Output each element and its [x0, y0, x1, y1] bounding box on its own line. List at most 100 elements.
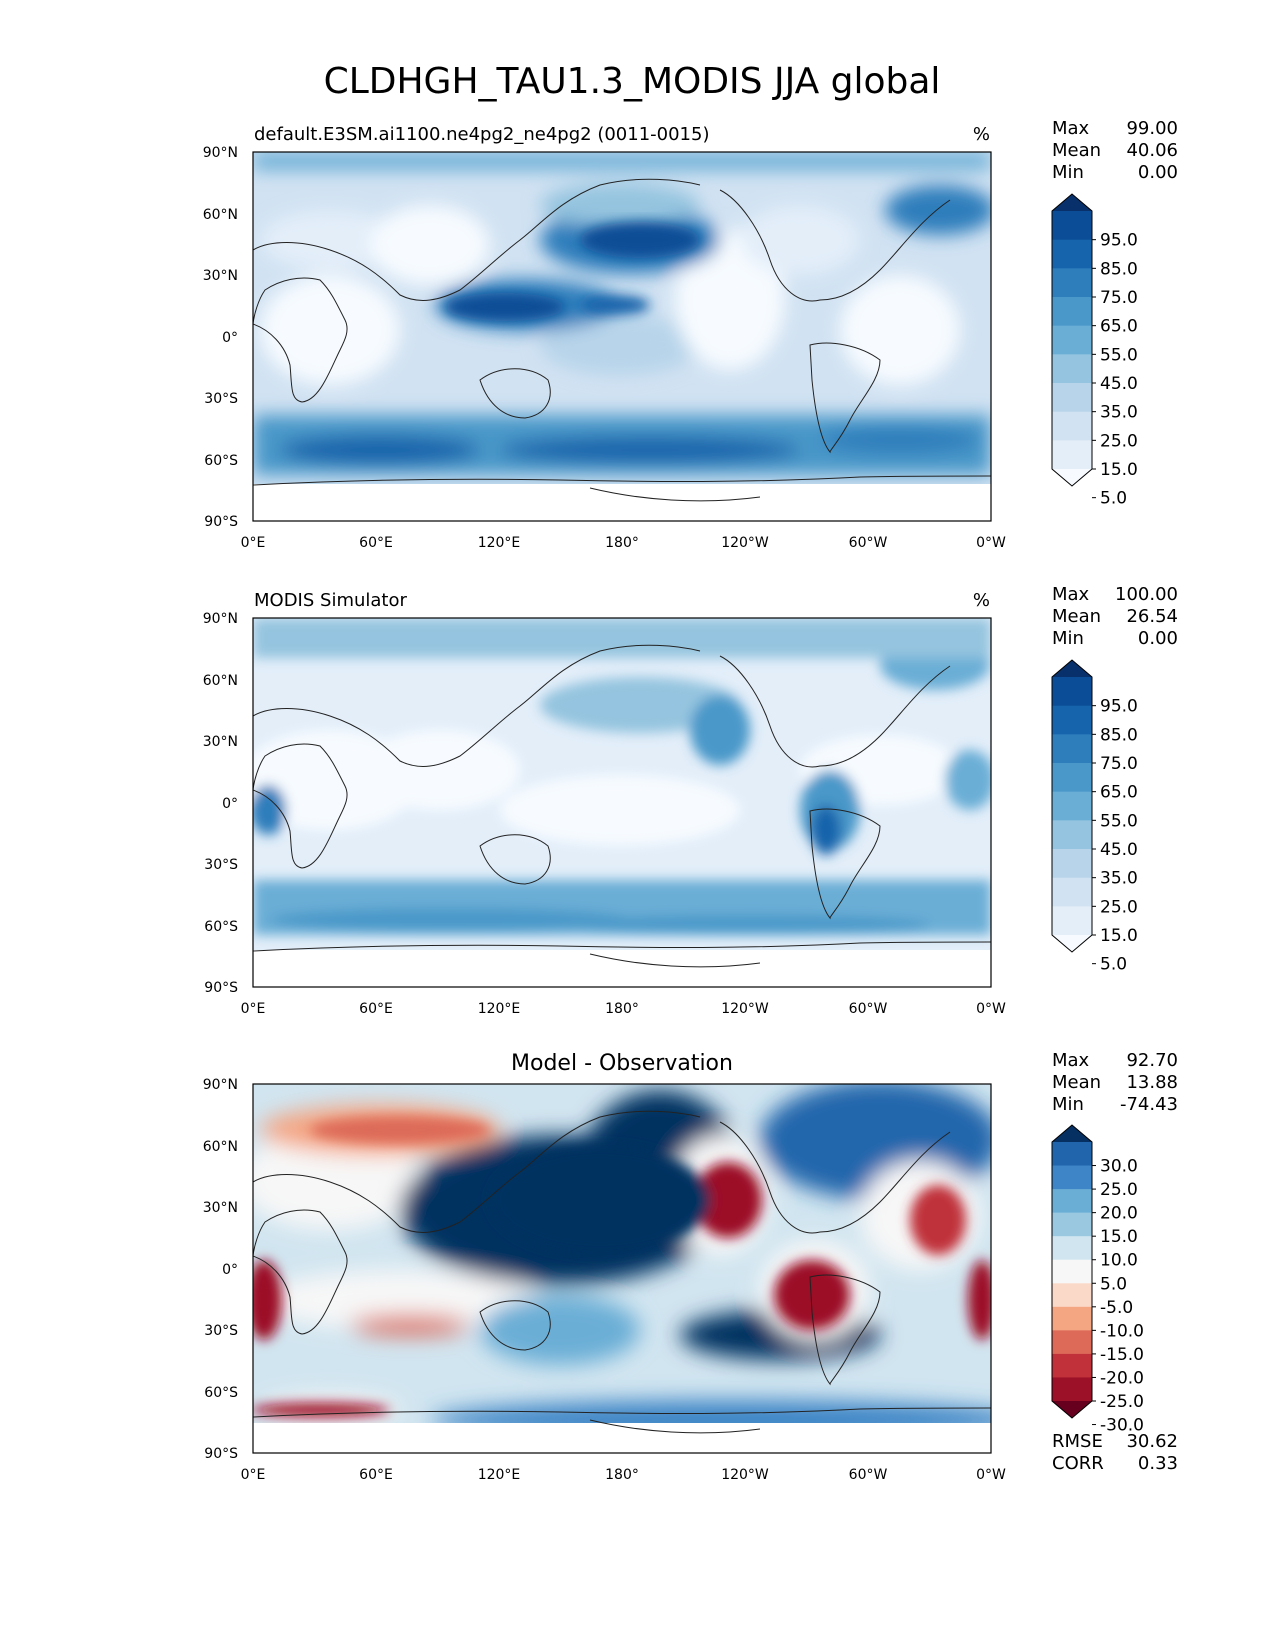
- corr-label: CORR: [1052, 1453, 1104, 1474]
- stat-value: 92.70: [1126, 1050, 1178, 1071]
- stat-value: 100.00: [1115, 584, 1178, 605]
- lon-tick: 180°: [605, 535, 639, 551]
- colorbar-segment: [1052, 849, 1092, 879]
- colorbar-label: 85.0: [1100, 725, 1138, 745]
- lon-tick: 60°E: [359, 1467, 393, 1483]
- colorbar-label: 5.0: [1100, 955, 1127, 975]
- colorbar-label: 75.0: [1100, 288, 1138, 308]
- colorbar-extend-min: [1052, 1401, 1092, 1418]
- colorbar-label: 45.0: [1100, 840, 1138, 860]
- coastlines-model: [253, 178, 991, 502]
- colorbar-extend-max: [1052, 194, 1092, 211]
- lon-tick: 60°E: [359, 1001, 393, 1017]
- stat-value: 26.54: [1126, 606, 1178, 627]
- colorbar-segment: [1052, 383, 1092, 413]
- lat-tick: 0°: [222, 796, 238, 812]
- lon-tick: 120°E: [478, 1001, 521, 1017]
- stat-value: 40.06: [1126, 140, 1178, 161]
- colorbar-model: 95.0 85.0 75.0 65.0 55.0 45.0 35.0 25.0 15.0 5.0: [1051, 193, 1138, 509]
- colorbar-label: 15.0: [1100, 926, 1138, 946]
- panel-diff-title: Model - Observation: [511, 1051, 733, 1076]
- lat-tick: 90°N: [203, 611, 238, 627]
- colorbar-label: 85.0: [1100, 259, 1138, 279]
- lat-tick: 30°N: [203, 1200, 238, 1216]
- lat-tick: 60°S: [204, 453, 238, 469]
- map-axes-model: 90°N 60°N 30°N 0° 30°S 60°S 90°S 0°E 60°…: [203, 145, 1006, 551]
- lon-tick: 120°E: [478, 1467, 521, 1483]
- lat-tick: 30°S: [204, 391, 238, 407]
- stat-value: 13.88: [1126, 1072, 1178, 1093]
- colorbar-label: 15.0: [1100, 460, 1138, 480]
- colorbar-segment: [1052, 268, 1092, 298]
- lon-tick: 120°W: [721, 1001, 769, 1017]
- figure-title: CLDHGH_TAU1.3_MODIS JJA global: [324, 61, 941, 102]
- colorbar-extend-max: [1052, 1125, 1092, 1142]
- colorbar-segment: [1052, 1377, 1092, 1402]
- lat-tick: 30°N: [203, 268, 238, 284]
- lat-tick: 90°S: [204, 980, 238, 996]
- lon-ticks-obs: 0°E 60°E 120°E 180° 120°W 60°W 0°W: [241, 1001, 1006, 1017]
- colorbar-label: 25.0: [1100, 1180, 1138, 1200]
- stat-label: Max: [1052, 118, 1090, 139]
- colorbar-label: 65.0: [1100, 317, 1138, 337]
- lat-tick: 90°S: [204, 514, 238, 530]
- panel-obs-title: MODIS Simulator: [254, 590, 407, 611]
- panel-obs: MODIS Simulator %: [203, 584, 1178, 1017]
- colorbar-diff: 30.0 25.0 20.0 15.0 10.0 5.0 -5.0 -10.0 -15.0 -20…: [1051, 1124, 1144, 1436]
- map-field-obs: [253, 618, 991, 987]
- stat-label: Max: [1052, 584, 1090, 605]
- colorbar-label: -30.0: [1100, 1416, 1144, 1436]
- colorbar-segment: [1052, 1142, 1092, 1167]
- colorbar-label: 75.0: [1100, 754, 1138, 774]
- lat-tick: 60°S: [204, 1385, 238, 1401]
- colorbar-label: 95.0: [1100, 231, 1138, 251]
- lon-tick: 0°W: [976, 1001, 1006, 1017]
- lat-tick: 0°: [222, 330, 238, 346]
- colorbar-label: 35.0: [1100, 403, 1138, 423]
- colorbar-label: 95.0: [1100, 697, 1138, 717]
- lat-tick: 0°: [222, 1262, 238, 1278]
- lon-tick: 120°E: [478, 535, 521, 551]
- colorbar-label: 5.0: [1100, 489, 1127, 509]
- colorbar-segment: [1052, 325, 1092, 355]
- stat-label: Mean: [1052, 1072, 1101, 1093]
- colorbar-label: -5.0: [1100, 1298, 1133, 1318]
- colorbar-segment: [1052, 354, 1092, 384]
- stat-value: 0.00: [1138, 628, 1178, 649]
- colorbar-label: 65.0: [1100, 783, 1138, 803]
- lat-tick: 90°N: [203, 1077, 238, 1093]
- lon-tick: 60°W: [849, 1001, 888, 1017]
- colorbar-extend-max: [1052, 660, 1092, 677]
- colorbar-label: 25.0: [1100, 431, 1138, 451]
- colorbar-label: 10.0: [1100, 1251, 1138, 1271]
- colorbar-segment: [1052, 1306, 1092, 1331]
- colorbar-segment: [1052, 820, 1092, 850]
- colorbar-segment: [1052, 763, 1092, 793]
- stat-value: -74.43: [1120, 1094, 1178, 1115]
- stat-label: Mean: [1052, 140, 1101, 161]
- lat-tick: 60°N: [203, 207, 238, 223]
- colorbar-segment: [1052, 297, 1092, 327]
- lat-tick: 90°N: [203, 145, 238, 161]
- colorbar-label: 15.0: [1100, 1227, 1138, 1247]
- lon-tick: 60°W: [849, 1467, 888, 1483]
- stat-value: 0.00: [1138, 162, 1178, 183]
- colorbar-extend-min: [1052, 935, 1092, 952]
- lat-tick: 30°S: [204, 1323, 238, 1339]
- colorbar-label: -20.0: [1100, 1368, 1144, 1388]
- stat-label: Max: [1052, 1050, 1090, 1071]
- lat-tick: 30°S: [204, 857, 238, 873]
- stats-model: Max 99.00 Mean 40.06 Min 0.00: [1052, 118, 1178, 183]
- stat-label: Min: [1052, 628, 1084, 649]
- colorbar-segment: [1052, 239, 1092, 269]
- lat-tick: 60°S: [204, 919, 238, 935]
- lon-tick: 0°W: [976, 1467, 1006, 1483]
- colorbar-label: 5.0: [1100, 1274, 1127, 1294]
- colorbar-obs: 95.0 85.0 75.0 65.0 55.0 45.0 35.0 25.0 15.0 5.0: [1051, 659, 1138, 975]
- lat-tick: 60°N: [203, 673, 238, 689]
- colorbar-label: 30.0: [1100, 1157, 1138, 1177]
- panel-model-units: %: [973, 124, 990, 145]
- colorbar-label: -10.0: [1100, 1321, 1144, 1341]
- colorbar-segment: [1052, 877, 1092, 907]
- rmse-value: 30.62: [1126, 1431, 1178, 1452]
